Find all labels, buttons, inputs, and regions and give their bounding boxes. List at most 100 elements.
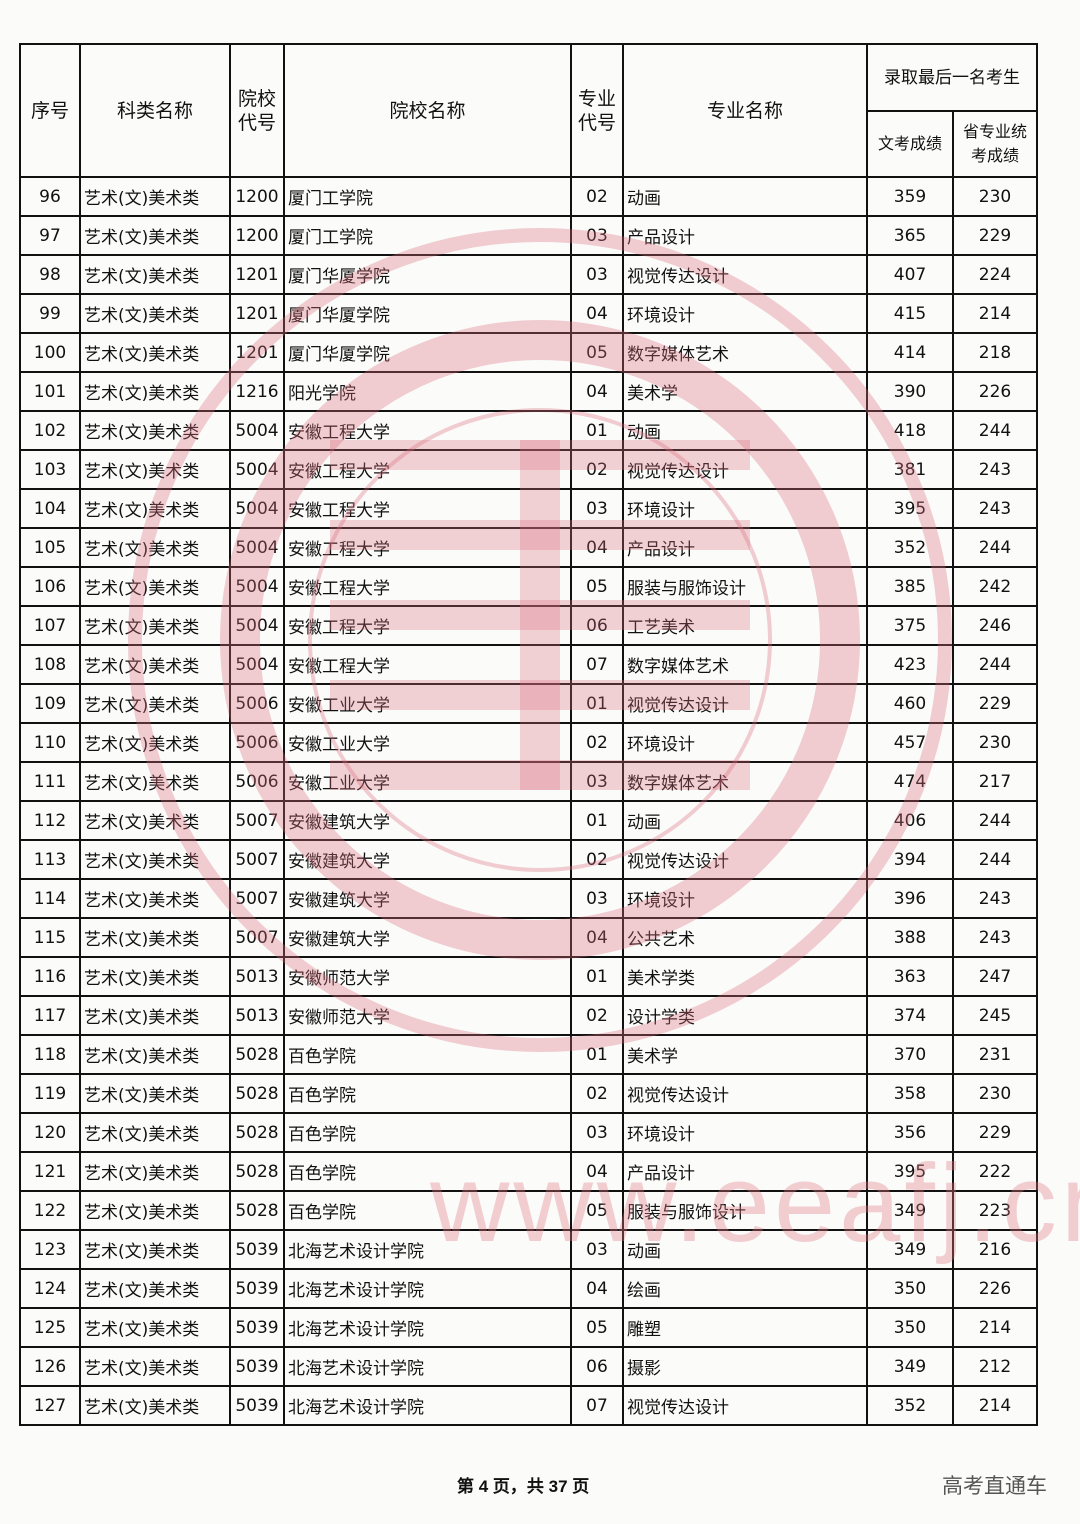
row-seq: 123 [19,1229,81,1270]
row-major-code: 05 [570,566,624,607]
row-major-code: 02 [570,839,624,880]
row-art-score: 218 [952,332,1038,373]
row-major-name: 服装与服饰设计 [622,566,868,607]
row-major-name: 产品设计 [622,1151,868,1192]
row-culture-score: 365 [866,215,954,256]
row-school-name: 安徽工程大学 [283,605,572,646]
row-art-score: 230 [952,1073,1038,1114]
row-major-code: 03 [570,1229,624,1270]
table-row: 101 艺术(文)美术类 1216 阳光学院 04 美术学 390 226 [19,371,1038,412]
row-category: 艺术(文)美术类 [79,332,231,373]
row-major-code: 02 [570,995,624,1036]
row-school-name: 安徽工程大学 [283,644,572,685]
row-art-score: 216 [952,1229,1038,1270]
row-seq: 127 [19,1385,81,1426]
table-row: 109 艺术(文)美术类 5006 安徽工业大学 01 视觉传达设计 460 229 [19,683,1038,724]
row-major-code: 07 [570,644,624,685]
row-school-code: 1200 [229,176,285,217]
row-major-name: 摄影 [622,1346,868,1387]
row-art-score: 222 [952,1151,1038,1192]
row-school-code: 5006 [229,683,285,724]
row-school-code: 5028 [229,1034,285,1075]
row-culture-score: 375 [866,605,954,646]
row-category: 艺术(文)美术类 [79,1229,231,1270]
table-row: 127 艺术(文)美术类 5039 北海艺术设计学院 07 视觉传达设计 352 214 [19,1385,1038,1426]
row-major-code: 02 [570,722,624,763]
table-row: 97 艺术(文)美术类 1200 厦门工学院 03 产品设计 365 229 [19,215,1038,256]
row-culture-score: 352 [866,1385,954,1426]
table-row: 112 艺术(文)美术类 5007 安徽建筑大学 01 动画 406 244 [19,800,1038,841]
row-school-code: 5004 [229,410,285,451]
row-school-code: 5006 [229,722,285,763]
row-category: 艺术(文)美术类 [79,1151,231,1192]
row-major-name: 美术学 [622,1034,868,1075]
row-school-name: 百色学院 [283,1034,572,1075]
row-culture-score: 349 [866,1190,954,1231]
row-major-code: 01 [570,956,624,997]
table-row: 107 艺术(文)美术类 5004 安徽工程大学 06 工艺美术 375 246 [19,605,1038,646]
header-school-code: 院校代号 [229,43,285,178]
row-art-score: 246 [952,605,1038,646]
row-category: 艺术(文)美术类 [79,1073,231,1114]
row-culture-score: 474 [866,761,954,802]
row-major-code: 01 [570,1034,624,1075]
row-major-code: 05 [570,1190,624,1231]
row-school-code: 5004 [229,566,285,607]
row-culture-score: 349 [866,1229,954,1270]
row-culture-score: 414 [866,332,954,373]
row-seq: 101 [19,371,81,412]
row-seq: 104 [19,488,81,529]
row-art-score: 212 [952,1346,1038,1387]
row-art-score: 214 [952,1307,1038,1348]
row-art-score: 230 [952,722,1038,763]
row-school-name: 安徽师范大学 [283,995,572,1036]
row-art-score: 244 [952,527,1038,568]
table-row: 121 艺术(文)美术类 5028 百色学院 04 产品设计 395 222 [19,1151,1038,1192]
table-row: 103 艺术(文)美术类 5004 安徽工程大学 02 视觉传达设计 381 243 [19,449,1038,490]
row-school-code: 1201 [229,293,285,334]
row-school-name: 北海艺术设计学院 [283,1229,572,1270]
row-category: 艺术(文)美术类 [79,683,231,724]
row-major-name: 环境设计 [622,293,868,334]
row-school-name: 安徽工程大学 [283,488,572,529]
row-seq: 113 [19,839,81,880]
row-art-score: 243 [952,878,1038,919]
row-major-code: 03 [570,878,624,919]
row-major-name: 动画 [622,800,868,841]
row-category: 艺术(文)美术类 [79,566,231,607]
row-art-score: 214 [952,293,1038,334]
row-category: 艺术(文)美术类 [79,1385,231,1426]
row-category: 艺术(文)美术类 [79,1307,231,1348]
table-row: 126 艺术(文)美术类 5039 北海艺术设计学院 06 摄影 349 212 [19,1346,1038,1387]
row-major-name: 工艺美术 [622,605,868,646]
row-culture-score: 358 [866,1073,954,1114]
row-culture-score: 385 [866,566,954,607]
row-seq: 112 [19,800,81,841]
row-seq: 109 [19,683,81,724]
row-major-code: 07 [570,1385,624,1426]
row-culture-score: 415 [866,293,954,334]
row-category: 艺术(文)美术类 [79,293,231,334]
row-school-name: 百色学院 [283,1151,572,1192]
row-school-code: 5007 [229,800,285,841]
row-major-code: 06 [570,605,624,646]
row-seq: 118 [19,1034,81,1075]
header-art-score: 省专业统考成绩 [952,110,1038,178]
header-seq: 序号 [19,43,81,178]
table-row: 117 艺术(文)美术类 5013 安徽师范大学 02 设计学类 374 245 [19,995,1038,1036]
row-major-code: 06 [570,1346,624,1387]
row-school-name: 安徽工程大学 [283,410,572,451]
table-row: 123 艺术(文)美术类 5039 北海艺术设计学院 03 动画 349 216 [19,1229,1038,1270]
admission-score-table: 序号 科类名称 院校代号 院校名称 专业代号 专业名称 录取最后一名考生 文考成… [19,43,1038,1426]
header-major-code: 专业代号 [570,43,624,178]
row-school-name: 北海艺术设计学院 [283,1346,572,1387]
row-school-name: 百色学院 [283,1112,572,1153]
watermark-url: www.eeafj.cn [430,1142,1080,1265]
header-last-admitted: 录取最后一名考生 [866,43,1038,112]
row-culture-score: 406 [866,800,954,841]
row-major-name: 动画 [622,410,868,451]
row-major-code: 05 [570,1307,624,1348]
row-art-score: 229 [952,215,1038,256]
row-category: 艺术(文)美术类 [79,644,231,685]
row-culture-score: 460 [866,683,954,724]
